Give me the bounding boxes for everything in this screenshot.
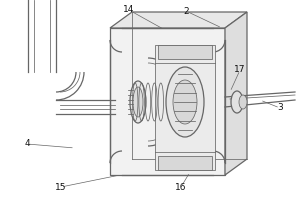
Polygon shape — [158, 156, 212, 170]
Polygon shape — [225, 12, 247, 175]
Text: 15: 15 — [55, 182, 67, 192]
Ellipse shape — [239, 95, 247, 109]
Ellipse shape — [133, 87, 143, 117]
Text: 17: 17 — [234, 66, 246, 74]
Polygon shape — [110, 12, 247, 28]
Text: 3: 3 — [277, 104, 283, 112]
Text: 14: 14 — [123, 5, 135, 15]
Polygon shape — [158, 45, 212, 59]
Text: 2: 2 — [183, 6, 189, 16]
Ellipse shape — [130, 81, 146, 123]
Text: 16: 16 — [175, 182, 187, 192]
Polygon shape — [155, 45, 215, 170]
Ellipse shape — [166, 67, 204, 137]
Text: 4: 4 — [24, 140, 30, 148]
Polygon shape — [110, 28, 225, 175]
Ellipse shape — [173, 80, 197, 124]
Ellipse shape — [231, 91, 243, 113]
